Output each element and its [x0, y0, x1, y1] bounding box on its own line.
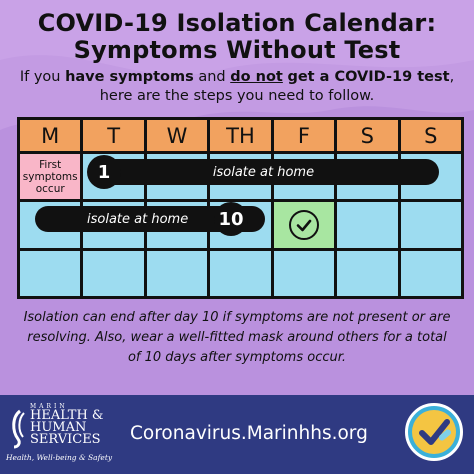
subtitle-text: , — [449, 69, 455, 85]
day-header-thursday: TH — [210, 120, 271, 151]
day-10-marker: 10 — [214, 202, 248, 236]
subtitle-text: If you — [19, 69, 66, 85]
calendar-cell — [83, 250, 144, 296]
day-header-tuesday: T — [83, 120, 144, 151]
logo-line-3: SERVICES — [30, 432, 101, 447]
logo-tagline: Health, Well-being & Safety — [6, 453, 113, 462]
calendar-cell — [273, 250, 335, 296]
first-symptoms-cell: First symptoms occur — [20, 154, 81, 200]
subtitle-line-1: If you have symptoms and do not get a CO… — [0, 68, 474, 87]
calendar-cell — [210, 250, 271, 296]
subtitle-text: and — [193, 69, 231, 85]
isolation-end-cell — [273, 202, 335, 248]
day-1-marker: 1 — [87, 155, 121, 189]
calendar-cell — [146, 250, 208, 296]
day-header-sunday: S — [400, 120, 461, 151]
day-header-friday: F — [273, 120, 335, 151]
calendar-cell — [400, 202, 461, 248]
calendar-cell — [337, 250, 398, 296]
title-line-2: Symptoms Without Test — [73, 36, 401, 64]
marin-hhs-logo: MARIN HEALTH & HUMAN SERVICES Health, We… — [6, 403, 116, 465]
subtitle-emphasis-symptoms: have symptoms — [65, 69, 194, 85]
day-header-monday: M — [20, 120, 81, 151]
calendar-cell — [400, 250, 461, 296]
website-link[interactable]: Coronavirus.Marinhhs.org — [130, 423, 368, 444]
first-symptoms-label: First symptoms occur — [22, 158, 78, 195]
footer: MARIN HEALTH & HUMAN SERVICES Health, We… — [0, 395, 474, 474]
subtitle-emphasis-test: get a COVID-19 test — [287, 69, 450, 85]
day-header-saturday: S — [337, 120, 398, 151]
page-title: COVID-19 Isolation Calendar: Symptoms Wi… — [0, 10, 474, 64]
isolation-bar-week-1: isolate at home — [88, 159, 439, 185]
isolation-note: Isolation can end after day 10 if sympto… — [23, 310, 451, 365]
check-circle-icon — [288, 209, 319, 240]
title-line-1: COVID-19 Isolation Calendar: — [37, 9, 437, 37]
marin-logo-mark-icon — [12, 409, 25, 449]
subtitle-line-2: here are the steps you need to follow. — [99, 88, 375, 104]
logo-text: MARIN HEALTH & HUMAN SERVICES — [30, 403, 104, 446]
subtitle: If you have symptoms and do not get a CO… — [0, 68, 474, 106]
calendar-cell — [337, 202, 398, 248]
logo-line-2: HUMAN — [30, 420, 87, 435]
vaccine-badge-icon — [405, 403, 463, 461]
isolation-bar-label: isolate at home — [87, 211, 189, 227]
isolation-calendar: M T W TH F S S First symptoms occur — [17, 117, 464, 299]
subtitle-emphasis-do-not: do not — [230, 69, 283, 85]
calendar-cell — [20, 250, 81, 296]
day-header-wednesday: W — [146, 120, 208, 151]
isolation-bar-label: isolate at home — [212, 164, 315, 180]
logo-marin: MARIN — [30, 403, 68, 410]
logo-line-1: HEALTH & — [30, 408, 104, 423]
